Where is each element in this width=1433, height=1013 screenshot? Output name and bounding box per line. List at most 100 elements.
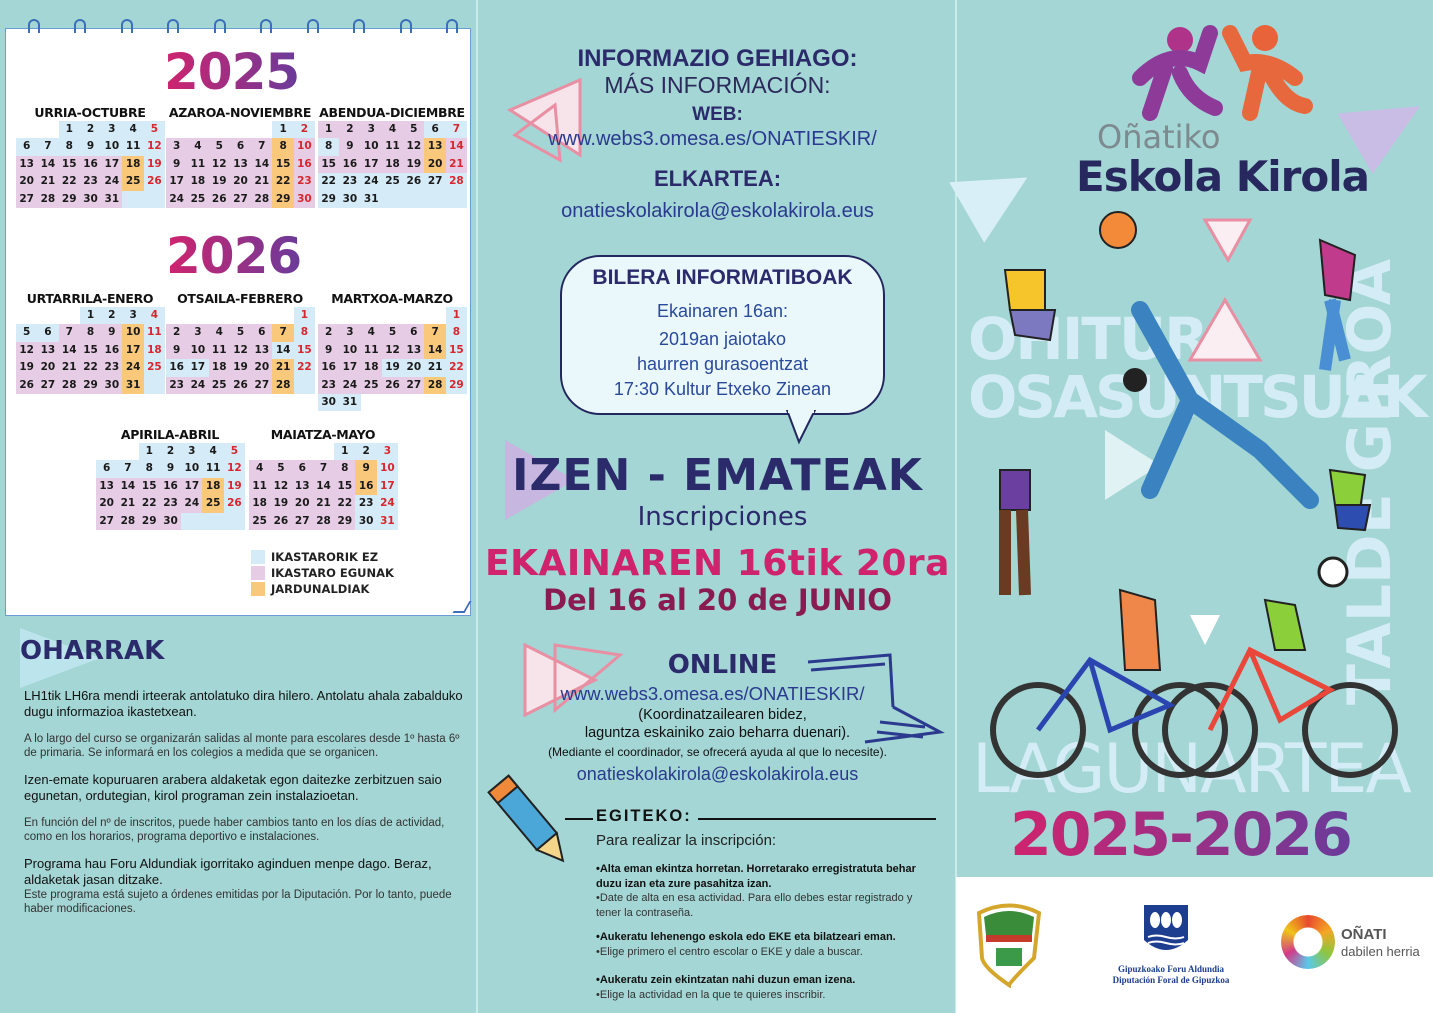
day-cell: 31 — [376, 512, 399, 530]
day-cell: 27 — [16, 190, 38, 208]
day-cell — [187, 307, 208, 324]
day-cell: 13 — [96, 477, 118, 496]
day-cell: 20 — [403, 359, 425, 377]
day-cell: 26 — [229, 376, 252, 394]
spiral-ring — [399, 19, 412, 33]
day-cell: 24 — [122, 359, 144, 377]
day-cell: 1 — [79, 307, 102, 325]
day-cell: 8 — [445, 324, 468, 342]
day-cell: 5 — [223, 443, 246, 461]
day-cell: 11 — [122, 138, 144, 156]
day-cell: 26 — [16, 376, 38, 394]
day-cell — [181, 512, 203, 530]
bike-wheel — [1302, 682, 1398, 778]
spiral-ring — [167, 19, 180, 33]
day-cell: 4 — [143, 307, 166, 325]
day-cell: 1 — [138, 443, 160, 461]
day-cell: 13 — [403, 341, 425, 360]
month-name: OTSAILA-FEBRERO — [177, 291, 303, 306]
day-cell — [249, 443, 270, 460]
day-cell: 12 — [16, 341, 38, 360]
meeting-date: Ekainaren 16an: — [656, 301, 789, 321]
web-link[interactable]: www.webs3.omesa.es/ONATIESKIR/ — [548, 128, 877, 150]
day-cell: 11 — [249, 477, 271, 496]
day-cell — [230, 307, 251, 324]
month-name: MAIATZA-MAYO — [270, 427, 376, 442]
day-cell: 9 — [166, 155, 188, 174]
note-5-es: Este programa está sujeto a órdenes emit… — [24, 889, 452, 915]
day-cell: 7 — [58, 324, 80, 342]
day-cell: 16 — [159, 477, 182, 496]
day-cell: 22 — [79, 359, 102, 377]
day-cell: 23 — [159, 495, 182, 513]
day-cell: 16 — [293, 155, 316, 174]
day-cell: 11 — [381, 138, 404, 156]
day-cell: 18 — [208, 359, 230, 377]
day-cell: 1 — [318, 121, 340, 139]
day-cell: 21 — [424, 359, 446, 377]
note-1: LH1tik LH6ra mendi irteerak antolatuko d… — [24, 688, 463, 719]
month-calendar: AZAROA-NOVIEMBRE 1 2 3 4 5 6 7 8 10 9 11 12 13 14 15 16 1… — [166, 105, 316, 208]
day-cell — [381, 190, 404, 208]
day-cell: 27 — [251, 376, 273, 394]
day-cell: 9 — [159, 460, 182, 478]
registration-dates-eu: EKAINAREN 16tik 20ra — [485, 543, 950, 584]
note-2: A lo largo del curso se organizarán sali… — [24, 733, 460, 759]
day-cell: 19 — [229, 359, 252, 377]
day-cell: 14 — [117, 477, 139, 496]
day-cell: 2 — [159, 443, 182, 461]
day-cell: 6 — [96, 460, 118, 478]
day-cell: 29 — [334, 512, 356, 530]
day-cell: 5 — [143, 121, 166, 139]
day-cell: 18 — [249, 495, 271, 513]
online-title: ONLINE — [667, 650, 778, 680]
gipuzkoa-shield-logo — [1144, 905, 1188, 950]
day-cell: 7 — [445, 121, 468, 139]
football-icon — [1317, 556, 1349, 588]
day-cell: 10 — [101, 138, 123, 156]
registration-title: IZEN - EMATEAK — [512, 450, 923, 501]
day-cell: 28 — [272, 376, 294, 394]
month-name: URTARRILA-ENERO — [26, 291, 154, 306]
day-cell: 29 — [58, 190, 80, 208]
day-cell: 13 — [229, 155, 252, 174]
day-cell: 7 — [117, 460, 139, 478]
day-cell: 18 — [360, 359, 382, 377]
day-cell: 29 — [318, 190, 340, 208]
legend-label: JARDUNALDIAK — [271, 582, 370, 596]
day-cell: 13 — [291, 477, 313, 496]
day-cell: 25 — [122, 173, 144, 191]
day-cell: 8 — [272, 138, 294, 156]
online-email[interactable]: onatieskolakirola@eskolakirola.eus — [576, 764, 859, 784]
day-cell: 19 — [16, 359, 38, 377]
day-cell: 28 — [445, 173, 468, 191]
day-cell: 17 — [122, 341, 144, 360]
day-cell: 25 — [249, 512, 271, 530]
month-calendar: OTSAILA-FEBRERO 1 2 3 4 5 6 7 8 9 10 11 12 13 14 15 16 17… — [166, 291, 316, 394]
month-name: MARTXOA-MARZO — [331, 291, 453, 306]
legend-item: IKASTARO EGUNAK — [251, 565, 394, 581]
registration-dates-es: Del 16 al 20 de JUNIO — [543, 583, 892, 617]
spiral-binding — [28, 19, 458, 33]
day-cell: 24 — [166, 190, 188, 208]
meeting-bubble — [560, 255, 885, 415]
day-cell: 21 — [58, 359, 80, 377]
day-cell: 23 — [318, 376, 340, 394]
day-cell: 9 — [166, 341, 188, 360]
day-cell: 6 — [16, 138, 38, 156]
year-2026: 2026 — [166, 227, 302, 285]
day-cell: 18 — [381, 155, 404, 174]
day-cell: 8 — [293, 324, 316, 342]
day-cell — [143, 376, 166, 394]
day-cell: 13 — [16, 155, 38, 174]
day-cell — [187, 121, 208, 138]
day-cell: 3 — [339, 324, 361, 342]
day-cell: 22 — [272, 173, 294, 191]
day-cell: 11 — [187, 155, 209, 174]
day-cell: 6 — [251, 324, 273, 342]
online-link[interactable]: www.webs3.omesa.es/ONATIESKIR/ — [560, 683, 865, 704]
association-email[interactable]: onatieskolakirola@eskolakirola.eus — [561, 200, 874, 222]
day-cell: 3 — [187, 324, 209, 342]
day-cell: 10 — [376, 460, 399, 478]
divider-line — [698, 818, 936, 820]
